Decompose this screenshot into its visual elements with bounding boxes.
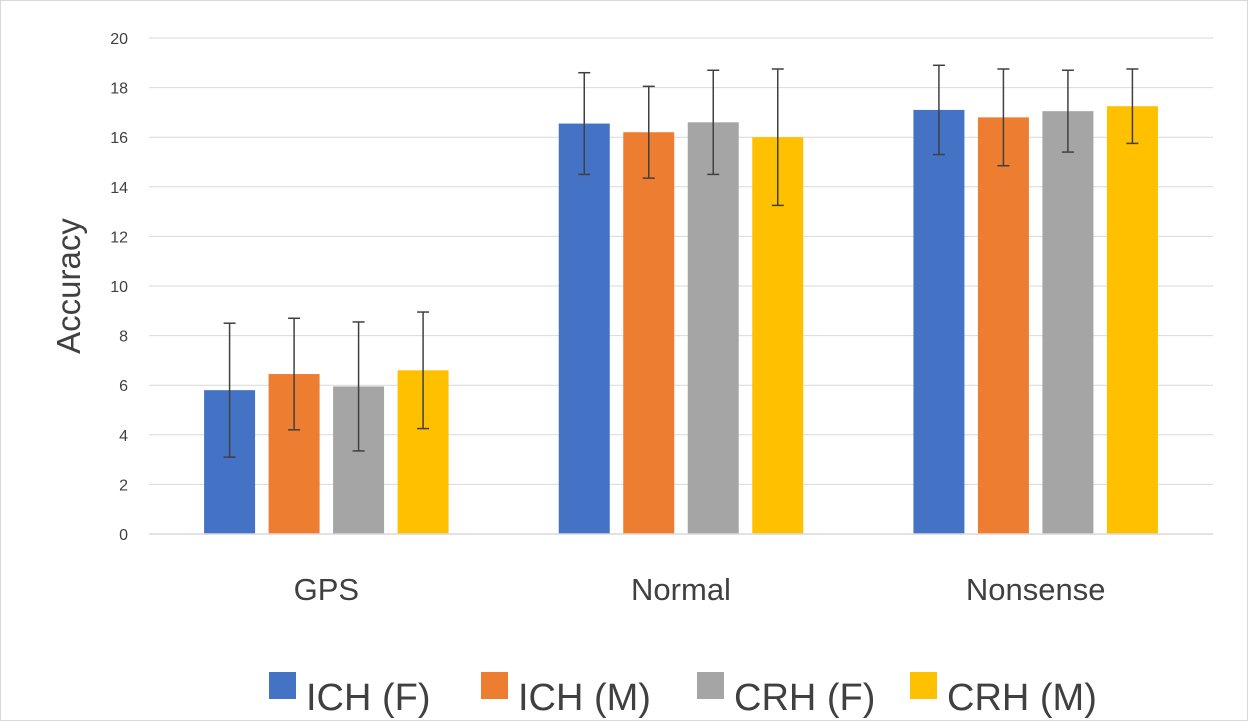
y-tick-label: 16	[110, 130, 128, 147]
y-tick-label: 4	[119, 428, 128, 445]
bar	[1106, 106, 1158, 534]
y-tick-label: 12	[110, 229, 128, 246]
y-tick-label: 14	[110, 180, 128, 197]
legend-label: ICH (F)	[306, 677, 431, 719]
legend-label: ICH (M)	[518, 677, 651, 719]
legend-swatch	[910, 672, 937, 699]
y-tick-label: 20	[110, 31, 128, 48]
bar	[687, 122, 739, 534]
category-label: Normal	[631, 572, 731, 607]
y-tick-label: 10	[110, 279, 128, 296]
legend-label: CRH (M)	[947, 677, 1097, 719]
y-axis-title: Accuracy	[50, 218, 87, 354]
error-bars	[223, 64, 1139, 458]
y-tick-label: 2	[119, 477, 128, 494]
y-tick-label: 8	[119, 329, 128, 346]
bar	[913, 109, 965, 535]
gridlines	[149, 37, 1213, 485]
legend: ICH (F) ICH (M) CRH (F) CRH (M)	[269, 672, 1097, 719]
category-label: GPS	[294, 572, 359, 607]
category-label: Nonsense	[966, 572, 1106, 607]
y-axis-ticks: 0 2 4 6 8 10 12 14 16 18 20	[110, 31, 128, 544]
bar	[623, 132, 675, 535]
bar	[977, 117, 1029, 535]
y-tick-label: 6	[119, 378, 128, 395]
y-tick-label: 0	[119, 527, 128, 544]
legend-swatch	[697, 672, 724, 699]
legend-swatch	[481, 672, 508, 699]
legend-label: CRH (F)	[734, 677, 875, 719]
bar	[558, 123, 610, 534]
legend-swatch	[269, 672, 296, 699]
bars	[204, 106, 1158, 535]
bar	[1042, 111, 1094, 534]
category-labels: GPS Normal Nonsense	[294, 572, 1106, 607]
y-tick-label: 18	[110, 81, 128, 98]
